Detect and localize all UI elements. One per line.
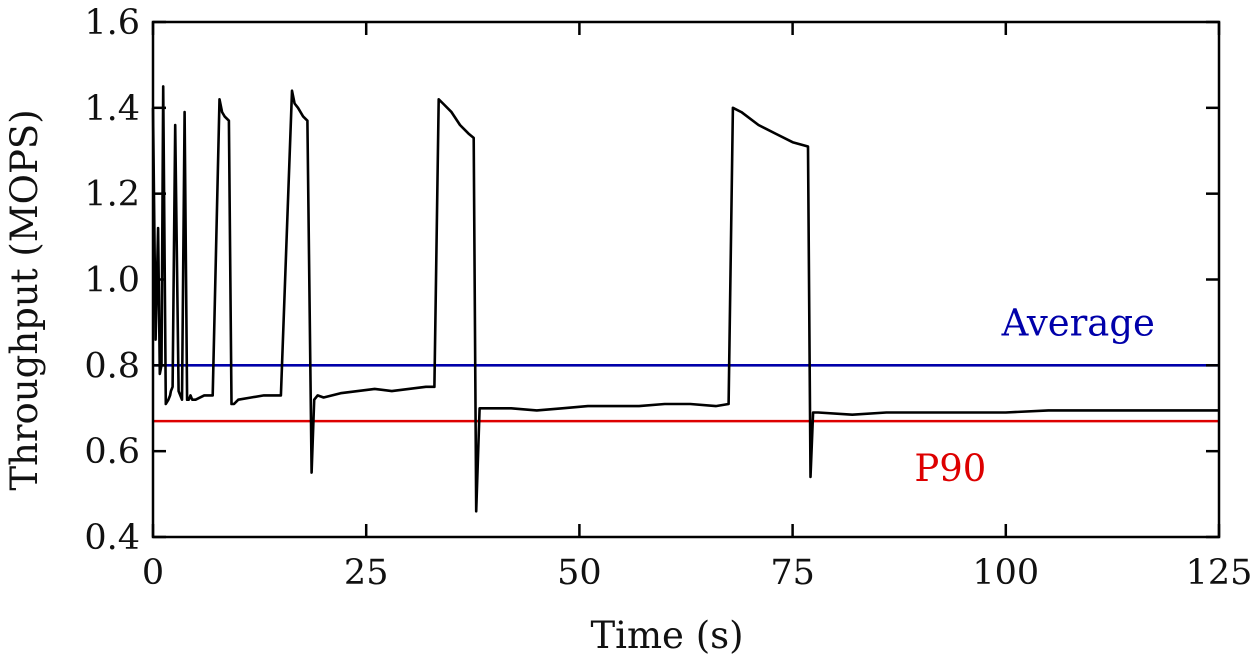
x-tick-label: 50 [557, 553, 602, 593]
hline-label-p90: P90 [914, 447, 986, 490]
y-tick-label: 1.4 [84, 89, 140, 129]
y-tick-label: 1.0 [84, 261, 140, 301]
series-line-throughput [151, 85, 1219, 513]
y-tick-label: 1.6 [84, 3, 140, 43]
plot-frame [151, 20, 1221, 539]
hline-label-average: Average [1001, 301, 1155, 344]
reference-lines [153, 364, 1219, 423]
reference-line-labels: Average P90 [914, 301, 1155, 490]
x-tick-label: 125 [1186, 553, 1253, 593]
y-tick-label: 1.2 [84, 175, 140, 215]
x-tick-label: 0 [142, 553, 164, 593]
y-axis-title: Throughput (MOPS) [3, 109, 46, 490]
y-tick-label: 0.4 [84, 518, 140, 558]
tick-labels: 0 25 50 75 100 125 0.4 0.6 0.8 1.0 1.2 1.4 1.6 [84, 3, 1252, 593]
y-tick-label: 0.8 [84, 346, 140, 386]
series-lines [151, 85, 1219, 513]
x-tick-label: 100 [972, 553, 1039, 593]
x-tick-label: 75 [770, 553, 815, 593]
y-tick-label: 0.6 [84, 432, 140, 472]
x-tick-label: 25 [344, 553, 389, 593]
x-axis-title: Time (s) [590, 614, 743, 657]
